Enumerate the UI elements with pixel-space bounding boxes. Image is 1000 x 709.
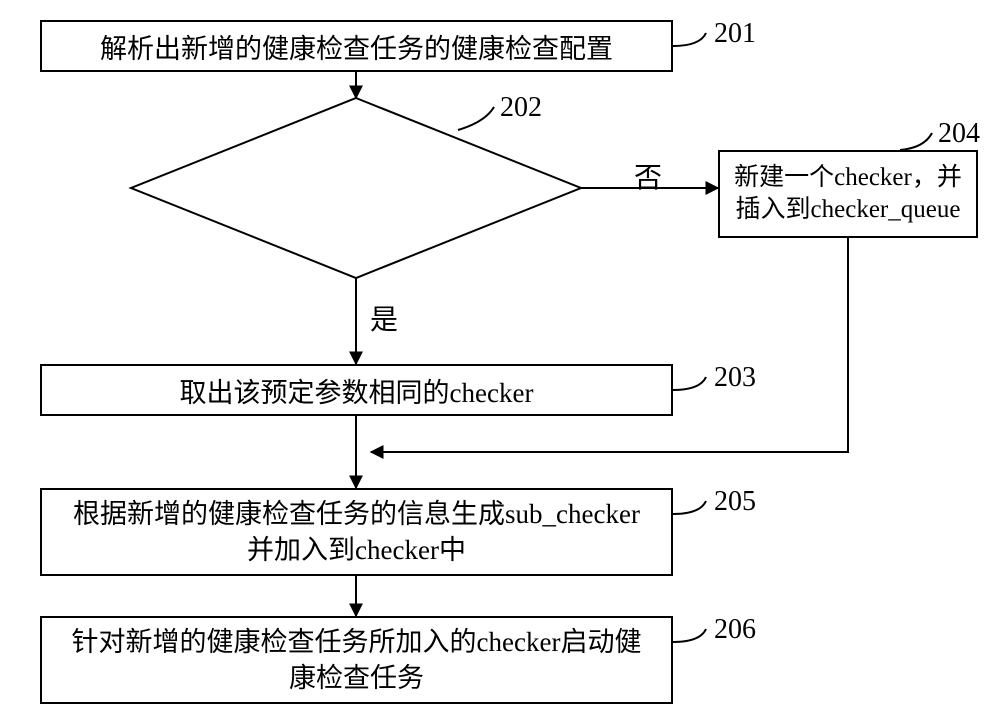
- edge-yes-label: 是: [370, 298, 398, 338]
- step-204-num: 204: [938, 118, 980, 150]
- step-203-box: 取出该预定参数相同的checker: [40, 364, 673, 416]
- step-205-line2: 并加入到checker中: [73, 532, 640, 568]
- step-205-line1: 根据新增的健康检查任务的信息生成sub_checker: [73, 496, 640, 532]
- step-201-text: 解析出新增的健康检查任务的健康检查配置: [100, 27, 613, 66]
- step-202-line2: 预定参数与新增的健康检查任: [187, 170, 525, 205]
- step-201-num: 201: [714, 18, 756, 50]
- step-202-line3: 务相同的checker: [187, 206, 525, 241]
- step-202-num: 202: [500, 92, 542, 124]
- step-202-text: 已经存在 预定参数与新增的健康检查任 务相同的checker: [131, 128, 581, 248]
- step-204-line2: 插入到checker_queue: [734, 194, 962, 227]
- step-206-line2: 康检查任务: [72, 660, 642, 696]
- step-204-line1: 新建一个checker，并: [734, 162, 962, 195]
- step-204-box: 新建一个checker，并 插入到checker_queue: [718, 150, 978, 238]
- step-205-box: 根据新增的健康检查任务的信息生成sub_checker 并加入到checker中: [40, 488, 673, 576]
- step-206-num: 206: [714, 614, 756, 646]
- step-201-box: 解析出新增的健康检查任务的健康检查配置: [40, 20, 673, 72]
- edge-no-label: 否: [634, 156, 662, 196]
- step-206-line1: 针对新增的健康检查任务所加入的checker启动健: [72, 624, 642, 660]
- step-206-box: 针对新增的健康检查任务所加入的checker启动健 康检查任务: [40, 616, 673, 704]
- step-203-text: 取出该预定参数相同的checker: [180, 371, 534, 410]
- step-203-num: 203: [714, 362, 756, 394]
- step-205-num: 205: [714, 486, 756, 518]
- step-202-line1: 已经存在: [187, 135, 525, 170]
